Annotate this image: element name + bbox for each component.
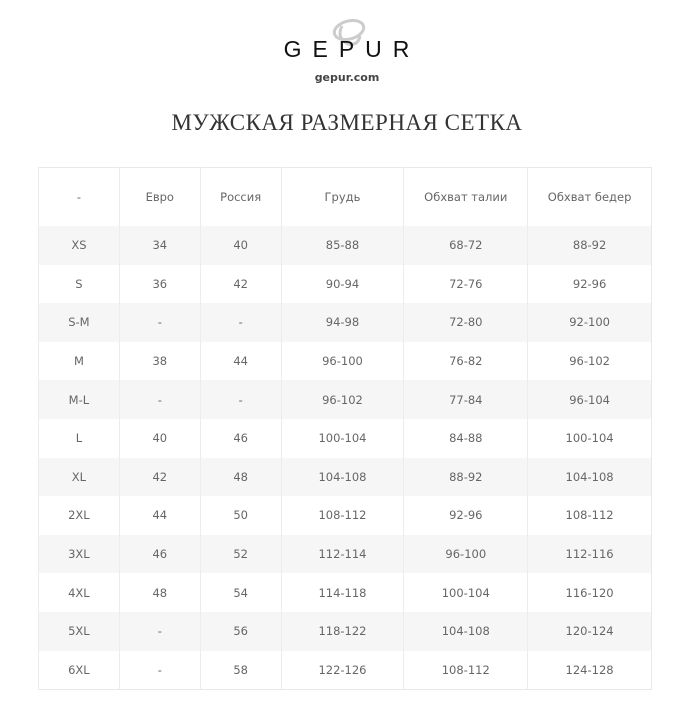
table-cell: 72-76 <box>403 264 528 304</box>
table-row: M-L - -96-102 77-84 96-104 <box>38 380 652 419</box>
table-cell: - <box>199 303 282 342</box>
table-cell: 100-104 <box>280 418 404 458</box>
table-cell: 92-96 <box>403 496 528 535</box>
table-cell: 92-100 <box>527 303 652 342</box>
table-cell: 112-116 <box>527 534 652 574</box>
table-cell: 76-82 <box>403 341 528 381</box>
table-cell: 88-92 <box>403 457 528 497</box>
table-cell: 94-98 <box>280 303 404 342</box>
table-cell: 108-112 <box>527 496 652 535</box>
column-header: Грудь <box>280 167 404 226</box>
table-cell: 96-102 <box>280 380 404 419</box>
table-row: XS 34 40 85-88 68-72 88-92 <box>38 226 652 265</box>
table-cell: 42 <box>199 264 282 304</box>
table-cell: 100-104 <box>527 418 652 458</box>
table-cell: 104-108 <box>403 611 528 651</box>
brand-name: GEPUR <box>283 36 421 62</box>
table-cell: 114-118 <box>280 573 404 612</box>
table-cell: 58 <box>199 650 282 690</box>
table-cell: 6XL <box>38 650 120 690</box>
table-cell: 3XL <box>38 534 120 574</box>
table-cell: 84-88 <box>403 418 528 458</box>
table-cell: 122-126 <box>280 650 404 690</box>
table-cell: - <box>118 611 201 651</box>
page-title: МУЖСКАЯ РАЗМЕРНАЯ СЕТКА <box>171 110 523 135</box>
table-cell: 120-124 <box>527 611 652 651</box>
table-cell: 68-72 <box>403 226 528 265</box>
table-row: L 40 46 100-104 84-88 100-104 <box>38 418 652 458</box>
table-row: 4XL 48 54 114-118 100-104 116-120 <box>38 573 652 612</box>
table-cell: 124-128 <box>527 650 652 690</box>
table-cell: M <box>38 341 120 381</box>
table-cell: 38 <box>118 341 201 381</box>
table-cell: 96-100 <box>280 341 404 381</box>
table-cell: 46 <box>199 418 282 458</box>
table-cell: M-L <box>38 380 120 419</box>
table-row: 5XL -56 118-122 104-108 120-124 <box>38 611 652 651</box>
table-cell: 72-80 <box>403 303 528 342</box>
table-cell: - <box>118 650 201 690</box>
table-cell: 50 <box>199 496 282 535</box>
table-row: M 38 44 96-100 76-82 96-102 <box>38 341 652 381</box>
table-header-row: - Евро Россия Грудь Обхват талии Обхват бедер <box>38 167 652 226</box>
table-cell: 52 <box>199 534 282 574</box>
brand-site: gepur.com <box>314 71 380 84</box>
table-cell: 56 <box>199 611 282 651</box>
table-cell: 92-96 <box>527 264 652 304</box>
table-cell: 48 <box>199 457 282 497</box>
table-cell: 40 <box>199 226 282 265</box>
table-cell: 40 <box>118 418 201 458</box>
table-cell: 88-92 <box>527 226 652 265</box>
table-cell: 36 <box>118 264 201 304</box>
table-cell: 44 <box>118 496 201 535</box>
table-row: S-M - -94-98 72-80 92-100 <box>38 303 652 342</box>
table-cell: 100-104 <box>403 573 528 612</box>
gepur-logo-icon <box>332 18 366 46</box>
table-cell: 2XL <box>38 496 120 535</box>
table-row: S 36 42 90-94 72-76 92-96 <box>38 264 652 304</box>
table-cell: S-M <box>38 303 120 342</box>
table-cell: 44 <box>199 341 282 381</box>
table-cell: 90-94 <box>280 264 404 304</box>
table-cell: 54 <box>199 573 282 612</box>
table-cell: S <box>38 264 120 304</box>
table-cell: XS <box>38 226 120 265</box>
table-row: 3XL 46 52 112-114 96-100 112-116 <box>38 534 652 574</box>
table-cell: - <box>118 380 201 419</box>
column-header: Евро <box>118 167 201 226</box>
table-cell: 104-108 <box>527 457 652 497</box>
table-cell: 118-122 <box>280 611 404 651</box>
table-cell: 104-108 <box>280 457 404 497</box>
column-header: Обхват талии <box>403 167 528 226</box>
table-cell: 42 <box>118 457 201 497</box>
table-cell: 96-102 <box>527 341 652 381</box>
column-header: Россия <box>199 167 282 226</box>
table-cell: - <box>199 380 282 419</box>
table-cell: 96-100 <box>403 534 528 574</box>
table-cell: 108-112 <box>280 496 404 535</box>
table-cell: XL <box>38 457 120 497</box>
table-cell: 4XL <box>38 573 120 612</box>
table-row: 2XL 44 50 108-112 92-96 108-112 <box>38 496 652 535</box>
column-header: Обхват бедер <box>527 167 652 226</box>
table-row: XL 42 48 104-108 88-92 104-108 <box>38 457 652 497</box>
table-row: 6XL -58 122-126 108-112 124-128 <box>38 650 652 690</box>
table-cell: 34 <box>118 226 201 265</box>
table-cell: 116-120 <box>527 573 652 612</box>
table-cell: 48 <box>118 573 201 612</box>
table-cell: L <box>38 418 120 458</box>
table-cell: 5XL <box>38 611 120 651</box>
table-cell: 46 <box>118 534 201 574</box>
table-cell: 77-84 <box>403 380 528 419</box>
table-cell: 108-112 <box>403 650 528 690</box>
table-cell: 112-114 <box>280 534 404 574</box>
table-cell: 85-88 <box>280 226 404 265</box>
table-cell: - <box>118 303 201 342</box>
table-cell: 96-104 <box>527 380 652 419</box>
size-table: - Евро Россия Грудь Обхват талии Обхват бедер… <box>38 167 652 691</box>
column-header: - <box>38 167 120 226</box>
